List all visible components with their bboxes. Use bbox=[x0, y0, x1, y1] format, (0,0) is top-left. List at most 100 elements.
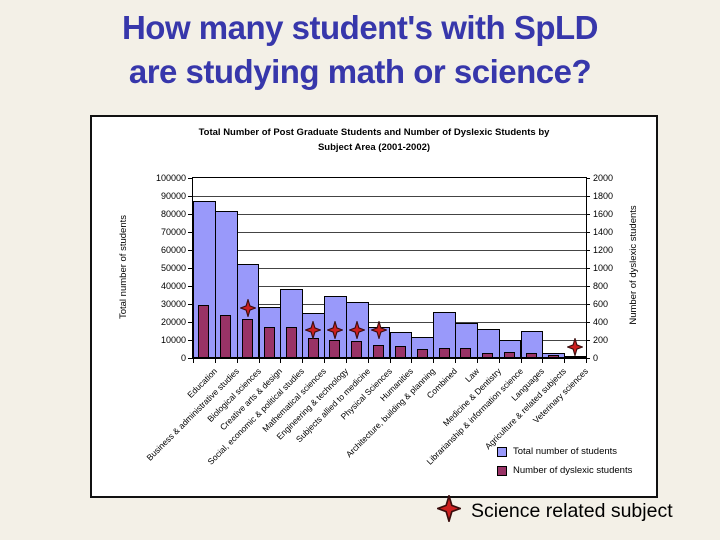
gridline bbox=[193, 250, 586, 251]
gridline bbox=[193, 268, 586, 269]
chart-title-line-2: Subject Area (2001-2002) bbox=[317, 142, 431, 153]
science-star-icon bbox=[369, 319, 388, 341]
bar-dyslexic bbox=[373, 345, 385, 358]
y-axis-right-tick-label: 600 bbox=[593, 299, 609, 309]
legend-swatch-dyslexic-icon bbox=[497, 465, 507, 476]
y-axis-left-tick-label: 100000 bbox=[155, 173, 186, 183]
x-axis-tick bbox=[345, 358, 347, 363]
y-axis-right-tick-label: 1200 bbox=[593, 245, 614, 255]
science-star-icon bbox=[238, 297, 257, 319]
x-axis-tick bbox=[433, 358, 435, 363]
x-axis-tick bbox=[586, 358, 587, 363]
x-axis-tick bbox=[498, 358, 500, 363]
science-star-icon bbox=[304, 319, 323, 341]
y-axis-tick bbox=[586, 322, 590, 323]
page-title-line-2: are studying math or science? bbox=[128, 53, 592, 90]
bar-dyslexic bbox=[220, 315, 232, 358]
y-axis-left-title: Total number of students bbox=[118, 214, 129, 320]
bar-dyslexic bbox=[482, 352, 494, 358]
gridline bbox=[193, 304, 586, 305]
y-axis-left-tick-label: 80000 bbox=[160, 209, 186, 219]
y-axis-tick bbox=[188, 196, 192, 197]
science-marker bbox=[304, 319, 323, 341]
y-axis-right-tick-label: 400 bbox=[593, 317, 609, 327]
gridline bbox=[193, 286, 586, 287]
bar-dyslexic bbox=[547, 355, 559, 358]
page-title: How many student's with SpLD are studyin… bbox=[0, 6, 720, 94]
legend-swatch-total-icon bbox=[497, 446, 507, 457]
x-axis-tick bbox=[324, 358, 325, 363]
y-axis-left-tick-label: 50000 bbox=[160, 263, 186, 273]
bar-dyslexic bbox=[307, 337, 319, 358]
chart-title-line-1: Total Number of Post Graduate Students a… bbox=[198, 127, 550, 138]
bar-dyslexic bbox=[198, 304, 210, 358]
y-axis-tick bbox=[188, 358, 192, 359]
bar-dyslexic bbox=[438, 347, 450, 358]
x-axis-tick bbox=[302, 358, 304, 363]
bar-dyslexic bbox=[351, 340, 363, 358]
y-axis-left-tick-label: 10000 bbox=[160, 335, 186, 345]
y-axis-right-tick-label: 1600 bbox=[593, 209, 614, 219]
y-axis-tick bbox=[586, 232, 590, 233]
y-axis-tick bbox=[586, 286, 590, 287]
x-axis-tick bbox=[389, 358, 391, 363]
x-axis-tick bbox=[236, 358, 238, 363]
science-star-icon bbox=[325, 319, 344, 341]
y-axis-tick bbox=[188, 286, 192, 287]
bar-dyslexic bbox=[504, 351, 516, 358]
y-axis-left-tick-label: 20000 bbox=[160, 317, 186, 327]
y-axis-tick bbox=[188, 322, 192, 323]
x-axis-tick bbox=[193, 358, 194, 363]
bar-dyslexic bbox=[460, 348, 472, 358]
y-axis-right-tick-label: 2000 bbox=[593, 173, 614, 183]
y-axis-tick bbox=[586, 178, 590, 179]
x-axis-tick bbox=[455, 358, 456, 363]
y-axis-tick bbox=[586, 250, 590, 251]
y-axis-tick bbox=[188, 304, 192, 305]
legend-item-dyslexic: Number of dyslexic students bbox=[497, 465, 632, 476]
page-title-line-1: How many student's with SpLD bbox=[121, 9, 599, 46]
science-marker bbox=[238, 297, 257, 319]
science-marker bbox=[369, 319, 388, 341]
y-axis-left-tick-label: 60000 bbox=[160, 245, 186, 255]
y-axis-right-tick-label: 1000 bbox=[593, 263, 614, 273]
y-axis-right-tick-label: 1800 bbox=[593, 191, 614, 201]
bar-dyslexic bbox=[329, 340, 341, 358]
y-axis-tick bbox=[188, 340, 192, 341]
legend-label-dyslexic: Number of dyslexic students bbox=[513, 465, 633, 476]
y-axis-tick bbox=[586, 304, 590, 305]
y-axis-left-tick-label: 40000 bbox=[160, 281, 186, 291]
y-axis-tick bbox=[188, 250, 192, 251]
y-axis-tick bbox=[188, 232, 192, 233]
x-axis-tick bbox=[564, 358, 566, 363]
bar-dyslexic bbox=[394, 346, 406, 358]
bar-dyslexic bbox=[242, 319, 254, 358]
bar-dyslexic bbox=[525, 353, 537, 358]
science-star-icon bbox=[347, 319, 366, 341]
science-marker bbox=[566, 336, 585, 358]
y-axis-tick bbox=[188, 214, 192, 215]
y-axis-left-tick-label: 70000 bbox=[160, 227, 186, 237]
bar-dyslexic bbox=[263, 327, 275, 358]
y-axis-left-tick-label: 90000 bbox=[160, 191, 186, 201]
x-axis-tick bbox=[367, 358, 369, 363]
y-axis-right-tick-label: 1400 bbox=[593, 227, 614, 237]
chart-title: Total Number of Post Graduate Students a… bbox=[92, 125, 656, 155]
x-axis-tick bbox=[542, 358, 544, 363]
x-axis-tick bbox=[411, 358, 413, 363]
bar-dyslexic bbox=[416, 348, 428, 358]
y-axis-tick bbox=[188, 268, 192, 269]
x-axis-tick bbox=[476, 358, 478, 363]
gridline bbox=[193, 214, 586, 215]
y-axis-tick bbox=[586, 340, 590, 341]
science-marker bbox=[347, 319, 366, 341]
gridline bbox=[193, 232, 586, 233]
x-axis-tick bbox=[280, 358, 282, 363]
y-axis-left-tick-label: 0 bbox=[180, 353, 186, 363]
x-axis-tick bbox=[258, 358, 260, 363]
science-star-icon bbox=[435, 492, 463, 525]
chart-legend: Total number of students Number of dysle… bbox=[497, 446, 632, 484]
y-axis-tick bbox=[586, 268, 590, 269]
science-marker bbox=[325, 319, 344, 341]
